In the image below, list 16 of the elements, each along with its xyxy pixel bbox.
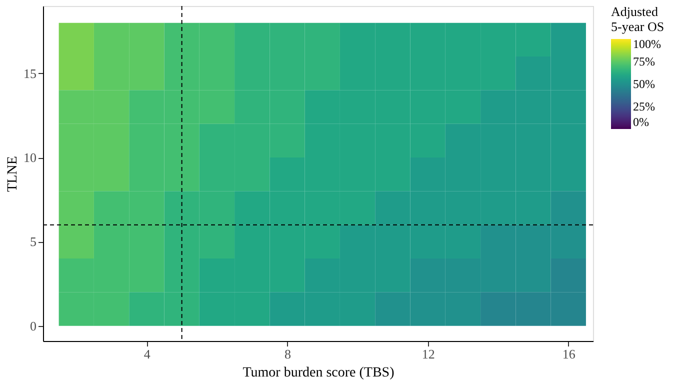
color-bar-label: 0% bbox=[633, 115, 649, 129]
color-bar-label: 25% bbox=[633, 100, 655, 114]
y-tick-label: 0 bbox=[30, 318, 36, 334]
y-tick-label: 5 bbox=[30, 234, 36, 250]
x-tick-label: 8 bbox=[284, 346, 291, 362]
x-tick-label: 12 bbox=[422, 346, 435, 362]
y-tick-label: 15 bbox=[24, 66, 36, 81]
legend-title: Adjusted 5-year OS bbox=[611, 4, 664, 34]
color-bar-label: 50% bbox=[633, 77, 655, 91]
y-tick-label: 10 bbox=[24, 150, 36, 166]
color-bar-label: 100% bbox=[633, 37, 661, 51]
x-axis-title: Tumor burden score (TBS) bbox=[242, 366, 395, 380]
y-axis-title: TLNE bbox=[6, 156, 20, 192]
x-tick-label: 4 bbox=[144, 346, 151, 362]
color-bar-label: 75% bbox=[633, 54, 655, 68]
x-tick-label: 16 bbox=[562, 346, 576, 362]
